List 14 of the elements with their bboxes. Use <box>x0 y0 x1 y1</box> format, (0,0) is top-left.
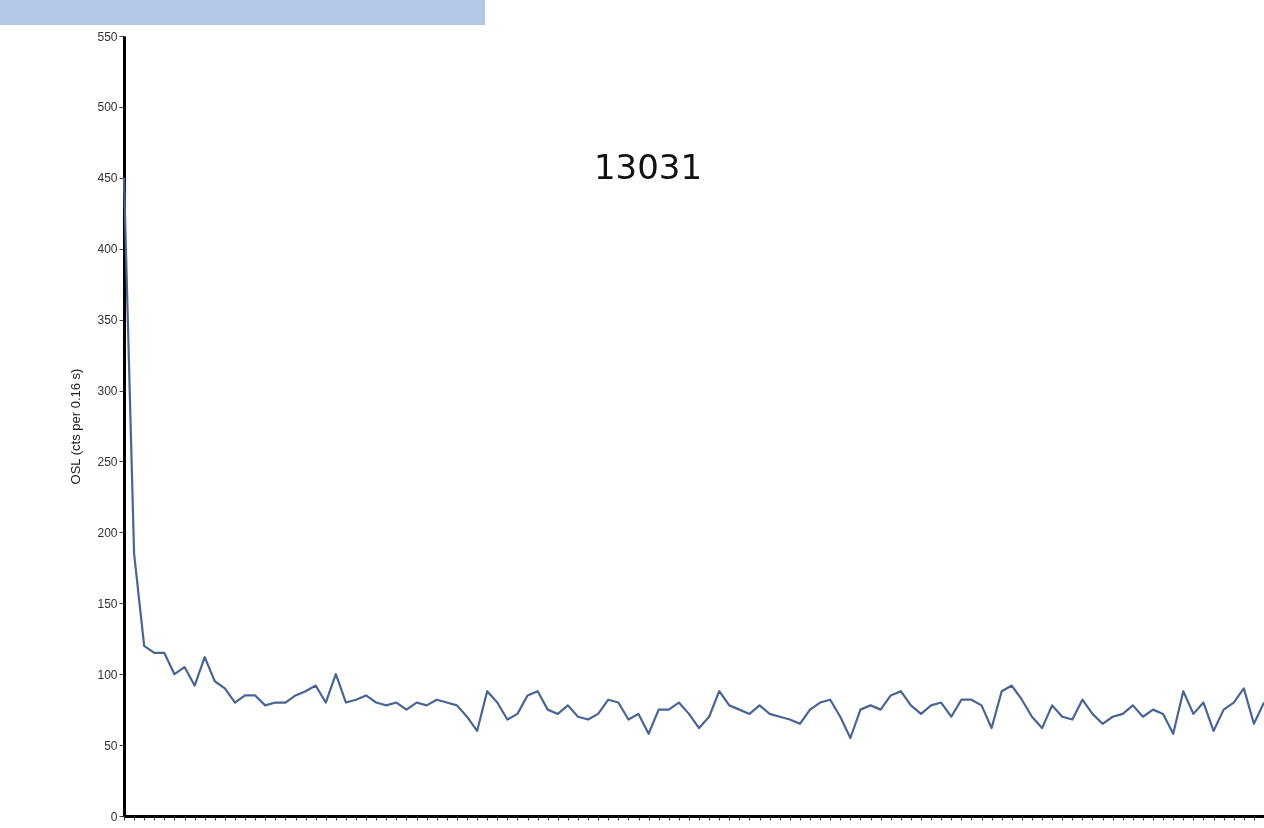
y-tick-label: 400 <box>97 242 118 257</box>
y-tick-label: 200 <box>97 525 118 540</box>
y-tick-label: 0 <box>110 809 118 824</box>
y-tick-label: 100 <box>97 667 118 682</box>
y-axis-title: OSL (cts per 0.16 s) <box>68 368 84 485</box>
text: 13031 <box>593 147 703 187</box>
y-tick-label: 300 <box>97 384 118 399</box>
y-tick-label: 500 <box>97 100 118 115</box>
y-tick-label: 350 <box>97 313 118 328</box>
y-tick-label: 550 <box>97 29 118 44</box>
y-tick-label: 450 <box>97 171 118 186</box>
y-tick-label: 150 <box>97 596 118 611</box>
y-tick-label: 250 <box>97 454 118 469</box>
y-tick-label: 50 <box>104 738 118 753</box>
